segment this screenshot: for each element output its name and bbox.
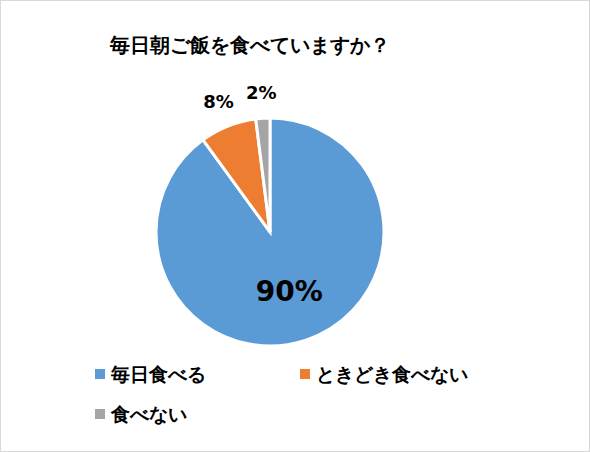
legend-swatch xyxy=(95,409,105,419)
legend-label: ときどき食べない xyxy=(316,363,468,385)
legend-swatch xyxy=(300,369,310,379)
chart-title: 毎日朝ご飯を食べていますか？ xyxy=(109,33,390,57)
chart-frame xyxy=(1,1,590,452)
pie-slice xyxy=(256,118,270,232)
legend-label: 食べない xyxy=(110,403,187,425)
legend-swatch xyxy=(95,369,105,379)
data-labels: 90% 8% 2% xyxy=(203,82,323,308)
legend-item: ときどき食べない xyxy=(300,363,468,385)
pie xyxy=(156,118,384,346)
legend-label: 毎日食べる xyxy=(110,363,206,385)
data-label: 90% xyxy=(256,275,323,308)
pie-slice xyxy=(156,118,384,346)
pie-slice xyxy=(203,119,270,232)
legend-item: 食べない xyxy=(95,403,187,425)
data-label: 2% xyxy=(246,82,277,103)
chart: 毎日朝ご飯を食べていますか？ 90% 8% 2% 毎日食べる ときどき食べない食べない xyxy=(0,0,590,452)
legend-item: 毎日食べる xyxy=(95,363,206,385)
legend: 毎日食べる ときどき食べない食べない xyxy=(95,363,468,425)
data-label: 8% xyxy=(203,91,234,112)
